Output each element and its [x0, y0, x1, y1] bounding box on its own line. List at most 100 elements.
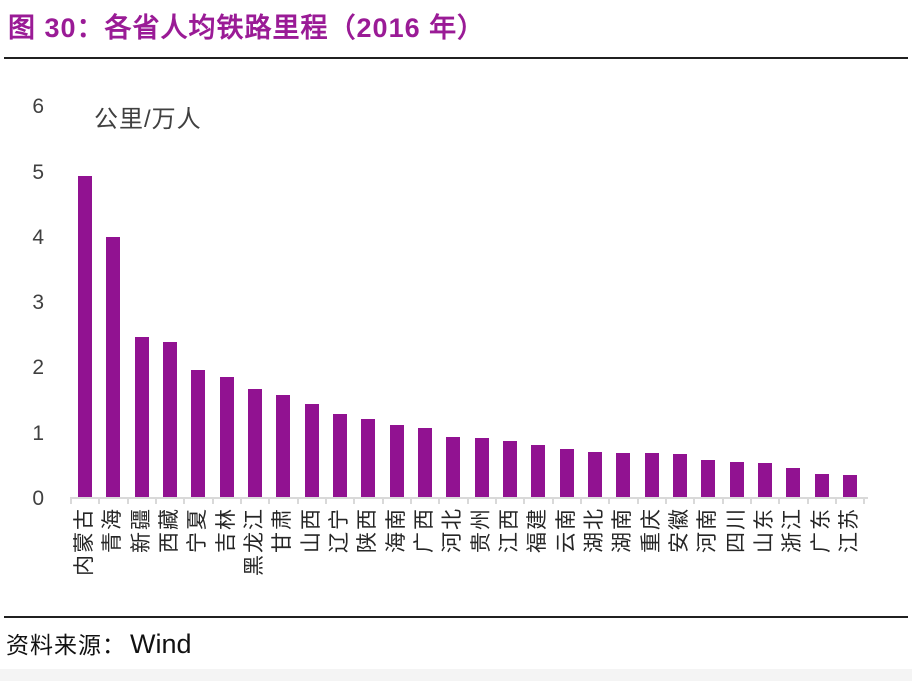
- source-value: Wind: [130, 629, 192, 659]
- x-axis-tick: [693, 497, 696, 504]
- title-divider: [4, 57, 908, 59]
- x-axis-tick: [268, 497, 271, 504]
- x-axis-category-label: 江苏: [838, 507, 862, 553]
- x-axis-tick: [551, 497, 554, 504]
- x-axis-tick: [579, 497, 582, 504]
- bar: [474, 438, 489, 497]
- x-axis-category-label: 贵州: [469, 507, 493, 553]
- y-axis-tick-label: 4: [32, 225, 44, 249]
- bar: [106, 237, 121, 497]
- x-axis-tick: [154, 497, 157, 504]
- bar: [758, 463, 773, 497]
- x-axis-category-label: 江西: [498, 507, 522, 553]
- bar: [134, 337, 149, 497]
- x-axis-category-label: 内蒙古: [73, 507, 97, 576]
- y-axis-tick-label: 3: [32, 291, 44, 315]
- x-axis-tick: [211, 497, 214, 504]
- bar: [248, 389, 263, 497]
- y-axis-unit-label: 公里/万人: [94, 106, 202, 133]
- x-axis-tick: [863, 497, 866, 504]
- bar: [276, 395, 291, 497]
- x-axis-category-label: 黑龙江: [243, 507, 267, 576]
- x-axis-tick: [381, 497, 384, 504]
- x-axis-tick: [296, 497, 299, 504]
- bar: [503, 441, 518, 497]
- bar: [418, 428, 433, 497]
- x-axis-tick: [70, 497, 72, 504]
- bar: [588, 452, 603, 497]
- x-axis-category-label: 吉林: [214, 507, 238, 553]
- x-axis-category-label: 湖北: [583, 507, 607, 553]
- x-axis-tick: [409, 497, 412, 504]
- bar: [814, 474, 829, 497]
- bar: [673, 454, 688, 497]
- y-axis-tick-label: 6: [32, 95, 44, 119]
- x-axis-tick: [749, 497, 752, 504]
- footer-divider: [4, 616, 908, 618]
- x-axis-tick: [126, 497, 129, 504]
- y-axis-tick-label: 2: [32, 356, 44, 380]
- x-axis-line: [71, 497, 869, 499]
- x-axis-category-label: 新疆: [129, 507, 153, 553]
- x-axis-tick: [98, 497, 101, 504]
- x-axis-category-label: 海南: [384, 507, 408, 553]
- source-label: 资料来源：: [6, 633, 126, 658]
- x-axis-category-label: 陕西: [356, 507, 380, 553]
- x-axis-category-label: 河北: [441, 507, 465, 553]
- x-axis-tick: [636, 497, 639, 504]
- bar: [304, 404, 319, 497]
- x-axis-category-label: 广东: [809, 507, 833, 553]
- bar: [389, 425, 404, 497]
- x-axis-category-label: 甘肃: [271, 507, 295, 553]
- x-axis-category-label: 广西: [413, 507, 437, 553]
- x-axis-category-label: 辽宁: [328, 507, 352, 553]
- figure-title: 图 30：各省人均铁路里程（2016 年）: [8, 13, 486, 43]
- x-axis-tick: [778, 497, 781, 504]
- x-axis-tick: [608, 497, 611, 504]
- x-axis-tick: [183, 497, 186, 504]
- x-axis-category-label: 安徽: [668, 507, 692, 553]
- x-axis-category-label: 青海: [101, 507, 125, 553]
- x-axis-category-label: 山东: [753, 507, 777, 553]
- y-axis-tick-label: 1: [32, 421, 44, 445]
- bar: [644, 453, 659, 497]
- x-axis-category-label: 河南: [696, 507, 720, 553]
- x-axis-tick: [353, 497, 356, 504]
- bar: [531, 445, 546, 497]
- x-axis-tick: [466, 497, 469, 504]
- x-axis-tick: [523, 497, 526, 504]
- x-axis-category-label: 湖南: [611, 507, 635, 553]
- bar: [786, 468, 801, 497]
- x-axis-tick: [721, 497, 724, 504]
- bar: [361, 419, 376, 497]
- x-axis-tick: [806, 497, 809, 504]
- bar: [701, 460, 716, 497]
- bar: [219, 377, 234, 497]
- x-axis-tick: [239, 497, 242, 504]
- x-axis-category-label: 四川: [724, 507, 748, 553]
- x-axis-category-label: 云南: [554, 507, 578, 553]
- bar: [616, 453, 631, 497]
- bar: [333, 414, 348, 497]
- bar: [559, 449, 574, 497]
- bar: [163, 342, 178, 497]
- x-axis-tick: [664, 497, 667, 504]
- x-axis-category-label: 西藏: [158, 507, 182, 553]
- source-line: 资料来源： Wind: [6, 626, 192, 660]
- page-bottom-strip: [0, 669, 912, 681]
- x-axis-tick: [834, 497, 837, 504]
- y-axis-tick-label: 0: [32, 487, 44, 510]
- x-axis-category-label: 浙江: [781, 507, 805, 553]
- bar: [191, 370, 206, 497]
- x-axis-tick: [438, 497, 441, 504]
- x-axis-category-label: 福建: [526, 507, 550, 553]
- x-axis-category-label: 宁夏: [186, 507, 210, 553]
- bar: [729, 462, 744, 497]
- x-axis-category-label: 山西: [299, 507, 323, 553]
- x-axis-tick: [494, 497, 497, 504]
- x-axis-category-label: 重庆: [639, 507, 663, 553]
- x-axis-tick: [324, 497, 327, 504]
- bar: [843, 475, 858, 497]
